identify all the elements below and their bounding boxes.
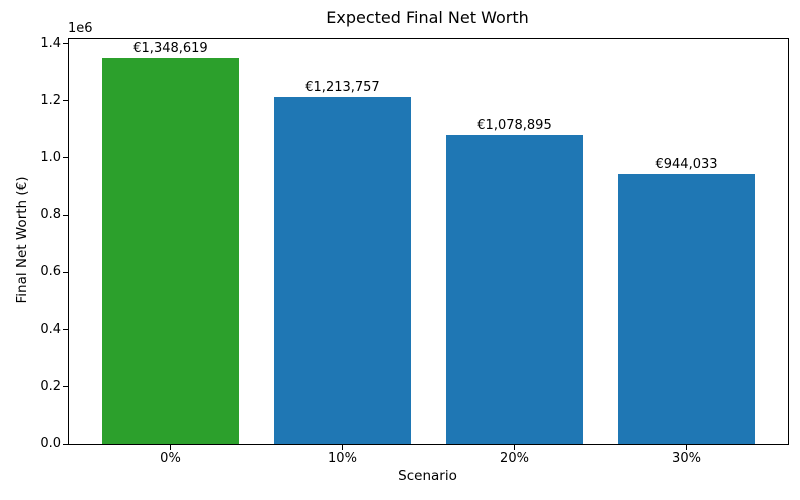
y-tick-label: 0.0	[40, 436, 61, 451]
y-axis-offset-label: 1e6	[68, 21, 93, 36]
bar-30%	[617, 174, 756, 444]
chart-title: Expected Final Net Worth	[326, 8, 529, 27]
x-tick-mark	[686, 445, 687, 450]
x-tick-mark	[341, 445, 343, 450]
y-tick-label: 0.4	[40, 321, 61, 337]
y-tick-label: 0.6	[40, 264, 61, 280]
y-tick-mark	[63, 443, 68, 445]
x-tick-mark	[169, 445, 171, 450]
y-tick-mark	[63, 329, 68, 331]
plot-area: 0.0 0.2 0.4 0.6 0.8 1.0 1.2 1.4 €1,348,619 0% €1,2…	[40, 36, 789, 466]
y-tick-mark	[63, 157, 68, 159]
y-tick-mark	[63, 271, 68, 273]
y-tick-label: 1.4	[40, 35, 61, 51]
y-tick-mark	[63, 43, 68, 45]
bar-0%	[101, 58, 240, 444]
x-tick-label: 0%	[160, 451, 181, 466]
y-tick-label: 1.0	[40, 149, 61, 165]
bar-20%	[445, 135, 584, 444]
y-tick-mark	[63, 214, 68, 216]
bar-value-label: €1,213,757	[305, 79, 380, 95]
x-tick-label: 20%	[500, 451, 529, 466]
x-tick-mark	[514, 445, 515, 450]
y-tick-mark	[63, 100, 68, 102]
bar-value-label: €1,348,619	[133, 41, 208, 57]
bar-10%	[273, 96, 412, 444]
y-axis-label: Final Net Worth (€)	[14, 176, 30, 304]
x-tick-label: 10%	[328, 451, 357, 466]
x-tick-label: 30%	[672, 451, 701, 466]
x-axis-label: Scenario	[398, 468, 457, 484]
bar-value-label: €1,078,895	[477, 118, 552, 134]
y-tick-label: 1.2	[40, 92, 61, 108]
y-tick-mark	[63, 386, 68, 388]
y-tick-label: 0.2	[40, 378, 61, 394]
y-tick-label: 0.8	[40, 207, 61, 223]
bar-value-label: €944,033	[655, 157, 718, 172]
